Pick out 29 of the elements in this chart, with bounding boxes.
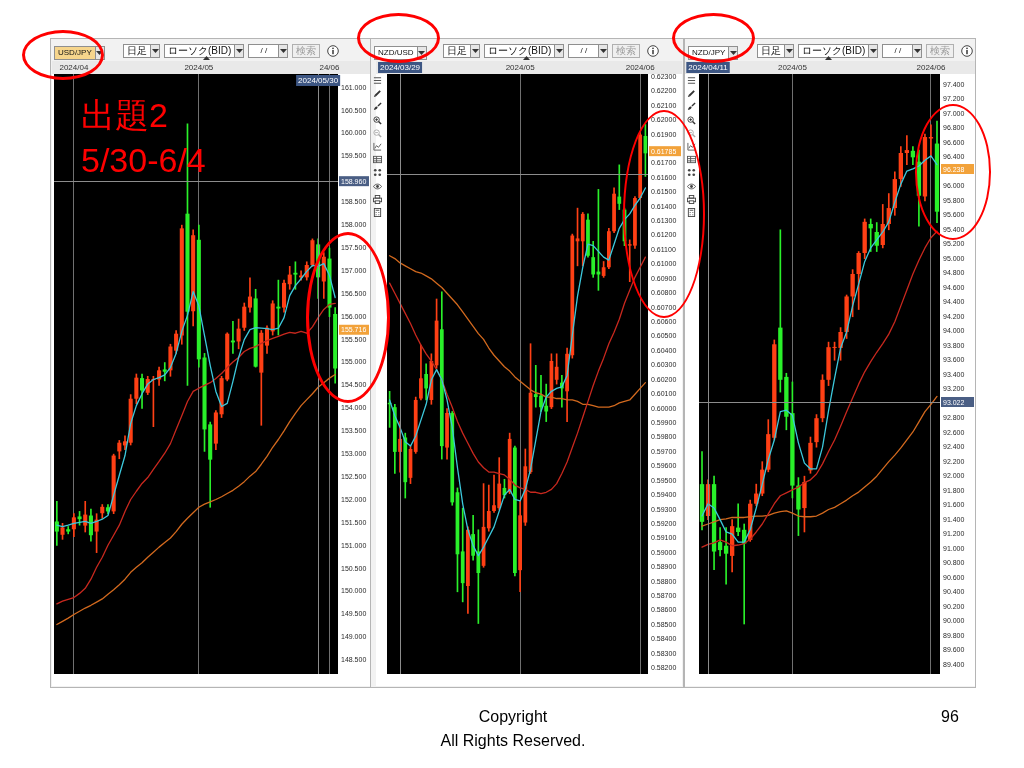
text: Copyright bbox=[477, 707, 549, 727]
text: ローソク(BID) bbox=[164, 43, 235, 58]
chart-title: USD/JPY bbox=[54, 46, 95, 60]
x-tick-label: 2024/04/11 bbox=[688, 63, 729, 73]
chart-title: NZD/JPY bbox=[688, 46, 729, 60]
text: 検索 bbox=[292, 43, 321, 58]
x-tick-label: 2024/06 bbox=[916, 63, 946, 73]
text: 検索 bbox=[926, 43, 955, 58]
text: / / bbox=[248, 43, 279, 58]
x-tick-label: 24/06 bbox=[319, 63, 341, 73]
x-tick-label: 2024/05 bbox=[777, 63, 808, 73]
x-tick-label: 2024/03/29 bbox=[380, 63, 421, 73]
x-tick-label: 2024/05/30 bbox=[298, 76, 339, 86]
text: ローソク(BID) bbox=[798, 43, 869, 58]
text: ローソク(BID) bbox=[484, 43, 555, 58]
x-tick-label: 2024/05 bbox=[505, 63, 536, 73]
x-tick-label: 2024/05 bbox=[184, 63, 214, 73]
text: 日足 bbox=[757, 43, 784, 58]
text: 96 bbox=[941, 707, 959, 727]
text: 日足 bbox=[443, 43, 470, 58]
text: / / bbox=[568, 43, 599, 58]
annotation: 出題2 bbox=[81, 96, 168, 134]
chart-title: NZD/USD bbox=[374, 46, 417, 60]
text: All Rights Reserved. bbox=[439, 731, 587, 751]
text: 検索 bbox=[612, 43, 641, 58]
x-tick-label: 2024/04 bbox=[59, 63, 89, 73]
text: 日足 bbox=[123, 43, 150, 58]
x-tick-label: 2024/06 bbox=[625, 63, 656, 73]
text: / / bbox=[882, 43, 913, 58]
